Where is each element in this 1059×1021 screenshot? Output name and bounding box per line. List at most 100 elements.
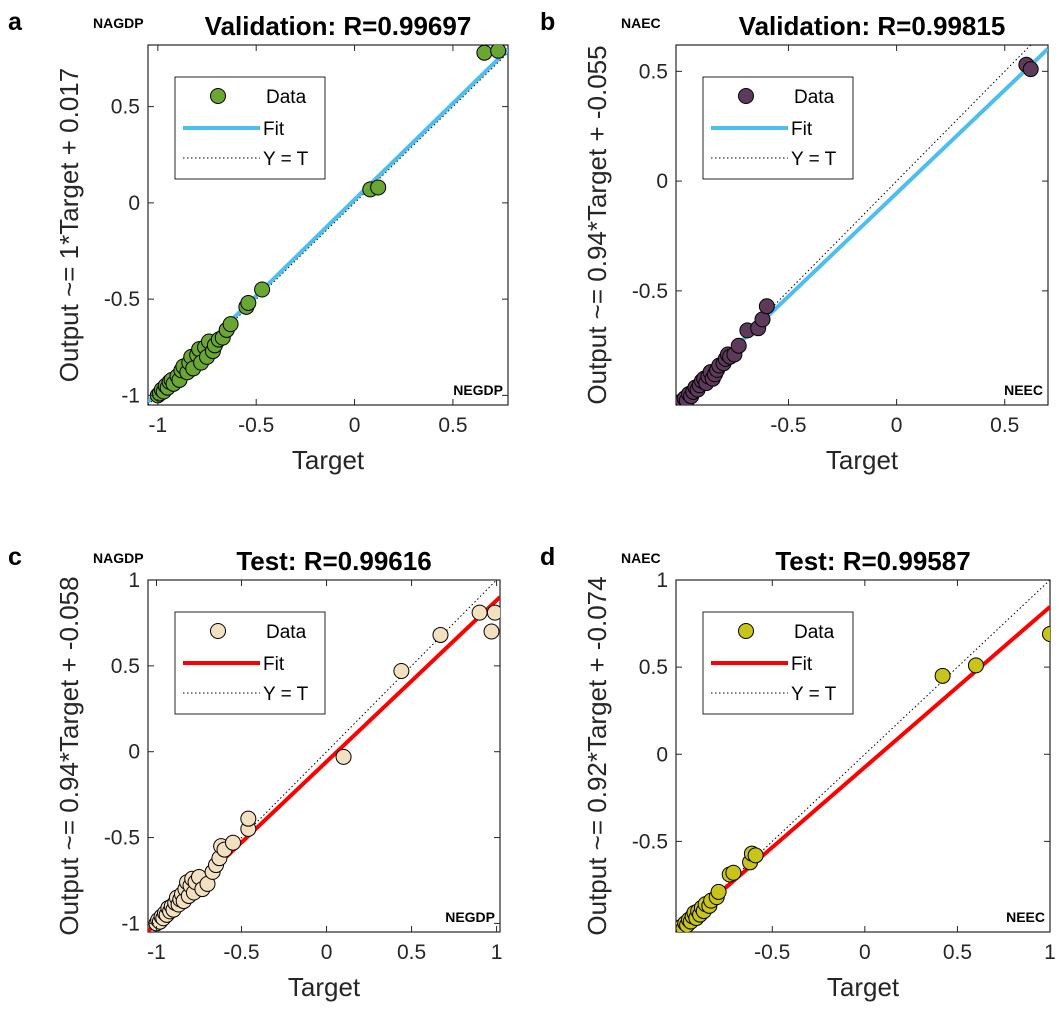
data-point: [370, 179, 387, 196]
data-point: [747, 847, 764, 864]
plot-content: [676, 580, 1050, 932]
legend-label-identity: Y = T: [263, 684, 309, 705]
data-point: [476, 45, 493, 61]
y-tick-label: -0.5: [632, 280, 668, 303]
y-tick-label: 0.5: [639, 60, 668, 83]
plot-content: [148, 580, 500, 932]
legend-label-fit: Fit: [263, 119, 285, 140]
data-point: [432, 626, 449, 643]
y-tick-label: -0.5: [104, 288, 140, 311]
x-tick-label: 0.5: [990, 414, 1019, 437]
legend-label-data: Data: [794, 87, 835, 108]
data-point: [1022, 61, 1039, 78]
legend-label-fit: Fit: [263, 654, 285, 675]
chart-panel-c: -1 -0.5 0 0.5 1 -1 -0.5 0 0.5 1 Target Output ~= 0.…: [8, 543, 502, 1002]
plot-content: [676, 45, 1048, 405]
y-tick-label: -0.5: [104, 827, 140, 850]
data-point: [222, 316, 239, 333]
data-point: [483, 623, 500, 640]
x-tick-label: 0: [859, 941, 871, 964]
x-tick-label: -1: [147, 941, 166, 964]
y-axis-label: Output ~= 0.92*Target + -0.074: [582, 576, 612, 935]
data-point: [486, 604, 500, 621]
legend-label-fit: Fit: [791, 654, 813, 675]
chart-panel-a: -1 -0.5 0 0.5 -1 -0.5 0 0.5 Target Output ~= 1*Ta…: [8, 8, 509, 475]
x-tick-label: 1: [1044, 941, 1056, 964]
chart-title: Validation: R=0.99815: [739, 11, 1006, 41]
data-point: [225, 834, 242, 851]
legend-label-data: Data: [266, 622, 307, 643]
x-tick-label: -0.5: [238, 414, 274, 437]
panel-letter: a: [8, 8, 23, 36]
chart-panel-b: -0.5 0 0.5 -0.5 0 0.5 Target Output ~= 0.94*Tar…: [540, 8, 1049, 475]
data-point: [240, 810, 257, 827]
legend-marker-data: [738, 623, 754, 639]
chart-title: Validation: R=0.99697: [205, 11, 472, 41]
y-tick-label: 0: [656, 743, 668, 766]
y-tick-label: -1: [121, 384, 140, 407]
legend-label-identity: Y = T: [263, 149, 309, 170]
data-point: [730, 337, 747, 354]
panel-letter: d: [540, 543, 555, 571]
x-tick-label: 1: [491, 941, 503, 964]
legend-label-fit: Fit: [791, 119, 813, 140]
identity-line: [148, 52, 508, 405]
legend-label-data: Data: [794, 622, 835, 643]
legend-marker-data: [210, 88, 226, 104]
panel-letter: b: [540, 8, 555, 36]
data-point: [254, 281, 271, 298]
panel-letter: c: [8, 543, 22, 571]
x-axis-label: Target: [292, 445, 365, 475]
corner-label-bottom: NEEC: [1004, 382, 1043, 398]
legend-label-identity: Y = T: [791, 684, 837, 705]
data-point: [710, 883, 727, 900]
corner-label-bottom: NEGDP: [445, 909, 495, 925]
y-tick-label: 0: [656, 170, 668, 193]
x-tick-label: 0: [891, 414, 903, 437]
y-tick-label: 0.5: [111, 96, 140, 119]
x-axis-label: Target: [827, 972, 900, 1002]
corner-label-top: NAEC: [621, 15, 661, 31]
x-tick-label: -0.5: [770, 414, 806, 437]
x-axis-label: Target: [826, 445, 899, 475]
x-tick-label: -1: [148, 414, 167, 437]
x-axis-label: Target: [288, 972, 361, 1002]
data-point: [758, 298, 775, 315]
plot-content: [148, 45, 508, 405]
y-axis-label: Output ~= 0.94*Target + -0.055: [582, 45, 612, 404]
y-tick-label: 0.5: [111, 655, 140, 678]
chart-panel-d: -0.5 0 0.5 1 -0.5 0 0.5 1 Target Output ~= 0.92*T…: [540, 543, 1056, 1002]
data-point: [240, 294, 257, 311]
y-tick-label: 1: [128, 569, 140, 592]
x-tick-label: 0: [349, 414, 361, 437]
corner-label-top: NAGDP: [93, 15, 144, 31]
y-tick-label: -1: [121, 912, 140, 935]
data-point: [490, 45, 507, 59]
corner-label-bottom: NEGDP: [453, 382, 503, 398]
identity-line: [676, 580, 1050, 932]
data-point: [934, 667, 951, 684]
data-point: [967, 657, 984, 674]
data-point: [725, 864, 742, 881]
x-tick-label: -0.5: [754, 941, 790, 964]
y-tick-label: 0.5: [639, 656, 668, 679]
data-point: [1042, 626, 1050, 643]
data-point: [393, 663, 410, 680]
y-axis-label: Output ~= 0.94*Target + -0.058: [54, 576, 84, 935]
x-tick-label: 0.5: [397, 941, 426, 964]
y-tick-label: 0: [128, 192, 140, 215]
x-tick-label: 0.5: [943, 941, 972, 964]
data-point: [335, 748, 352, 765]
chart-title: Test: R=0.99587: [775, 546, 970, 576]
y-tick-label: -0.5: [632, 830, 668, 853]
x-tick-label: 0.5: [438, 414, 467, 437]
legend-marker-data: [738, 88, 754, 104]
corner-label-top: NAEC: [621, 550, 661, 566]
corner-label-bottom: NEEC: [1006, 909, 1045, 925]
data-point: [471, 604, 488, 621]
x-tick-label: -0.5: [223, 941, 259, 964]
legend-marker-data: [210, 623, 226, 639]
y-tick-label: 0: [128, 741, 140, 764]
corner-label-top: NAGDP: [93, 550, 144, 566]
